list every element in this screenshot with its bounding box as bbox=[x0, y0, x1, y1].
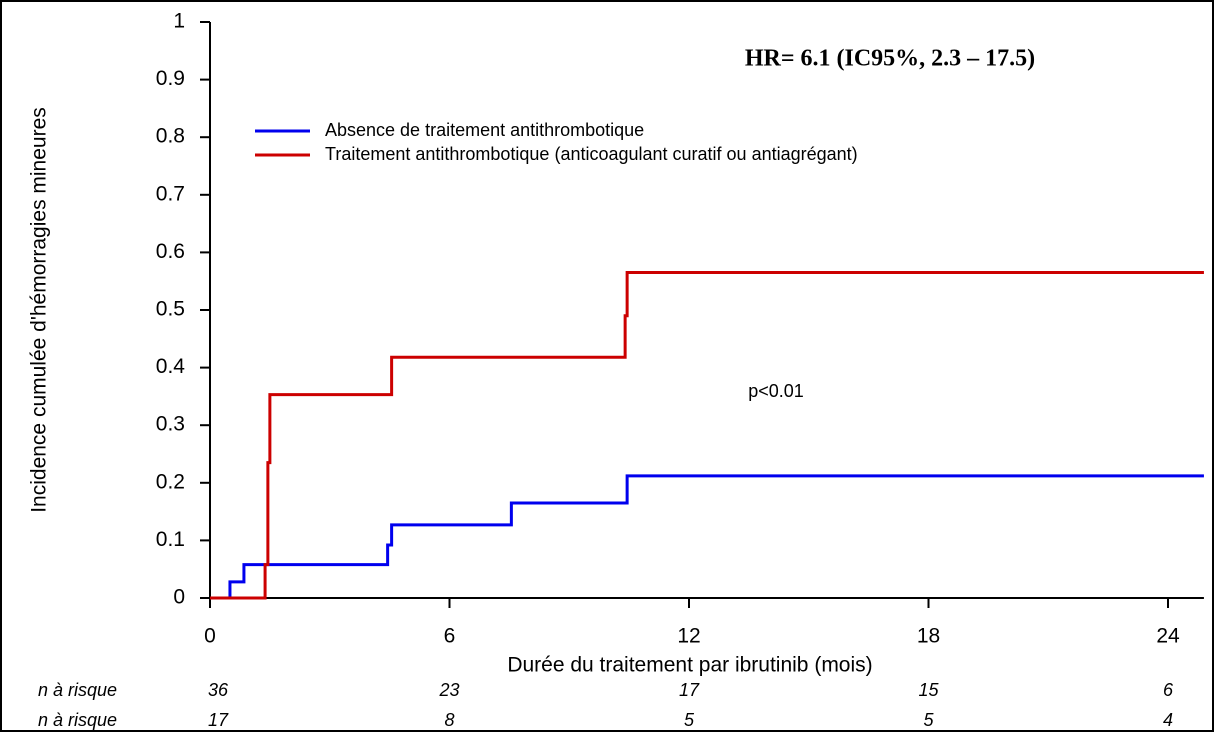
step-line bbox=[210, 271, 1204, 600]
step-line bbox=[210, 474, 1204, 600]
risk-count: 5 bbox=[923, 710, 934, 730]
x-axis-label: Durée du traitement par ibrutinib (mois) bbox=[507, 654, 872, 677]
risk-count: 17 bbox=[208, 710, 229, 730]
y-tick-label: 0.4 bbox=[156, 355, 186, 378]
risk-count: 17 bbox=[679, 680, 700, 700]
risk-count: 23 bbox=[438, 680, 459, 700]
y-tick-label: 0.8 bbox=[156, 125, 185, 148]
risk-count: 6 bbox=[1163, 680, 1174, 700]
risk-label: n à risque bbox=[38, 680, 117, 700]
legend-label: Absence de traitement antithrombotique bbox=[325, 120, 644, 140]
y-tick-label: 1 bbox=[173, 10, 185, 33]
y-tick-label: 0.2 bbox=[156, 470, 185, 493]
risk-count: 8 bbox=[444, 710, 454, 730]
risk-label: n à risque bbox=[38, 710, 117, 730]
x-tick-label: 18 bbox=[917, 625, 940, 648]
y-tick-label: 0.7 bbox=[156, 182, 185, 205]
risk-count: 5 bbox=[684, 710, 695, 730]
x-tick-label: 24 bbox=[1156, 625, 1180, 648]
risk-count: 36 bbox=[208, 680, 229, 700]
y-axis-label: Incidence cumulée d'hémorragies mineures bbox=[28, 107, 51, 513]
annotation: HR= 6.1 (IC95%, 2.3 – 17.5) bbox=[745, 46, 1035, 72]
y-tick-label: 0.3 bbox=[156, 413, 185, 436]
risk-count: 15 bbox=[918, 680, 939, 700]
x-tick-label: 6 bbox=[444, 625, 456, 648]
y-tick-label: 0 bbox=[173, 586, 185, 609]
y-tick-label: 0.6 bbox=[156, 240, 185, 263]
legend-label: Traitement antithrombotique (anticoagula… bbox=[325, 144, 858, 164]
y-tick-label: 0.9 bbox=[156, 67, 185, 90]
y-tick-label: 0.5 bbox=[156, 298, 185, 321]
risk-count: 4 bbox=[1163, 710, 1173, 730]
y-tick-label: 0.1 bbox=[156, 528, 185, 551]
x-tick-label: 0 bbox=[204, 625, 216, 648]
annotation: p<0.01 bbox=[748, 381, 804, 401]
x-tick-label: 12 bbox=[677, 625, 700, 648]
